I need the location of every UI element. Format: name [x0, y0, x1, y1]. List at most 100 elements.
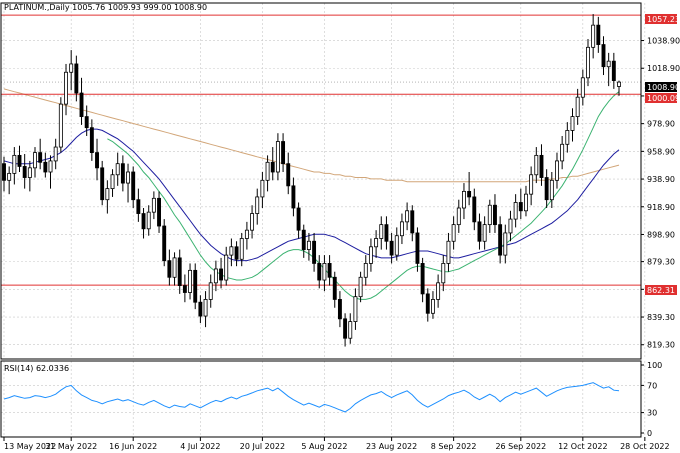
candle-body [384, 224, 389, 242]
candle [487, 199, 492, 233]
candle [565, 122, 570, 153]
candle-body [570, 116, 575, 131]
time-axis-label: 26 Sep 2022 [495, 442, 546, 451]
candle [462, 183, 466, 220]
candle-body [374, 238, 379, 248]
candle-body [203, 299, 208, 317]
candle [255, 188, 260, 225]
candle-body [312, 240, 317, 264]
candle [12, 147, 17, 185]
price-tags: 1057.23 1008.90 1000.09 862.31 [645, 14, 680, 295]
price-axis-label: 839.30 [647, 313, 675, 322]
candle [193, 263, 198, 310]
candle-body [38, 152, 43, 163]
time-axis-label: 12 Oct 2022 [558, 442, 607, 451]
price-tag-mid-bg [645, 93, 677, 103]
candle-body [539, 154, 544, 178]
candle-body [451, 224, 456, 242]
candle [296, 202, 301, 239]
candle-body [529, 174, 534, 195]
price-tag-mid: 1000.09 [647, 94, 680, 103]
candle-body [131, 171, 136, 201]
candle [518, 188, 523, 220]
candle-body [12, 154, 17, 174]
candle-body [467, 190, 472, 198]
candle [451, 216, 456, 250]
candle [146, 205, 151, 236]
candle-body [234, 246, 239, 260]
candle-body [560, 143, 565, 162]
candle-body [157, 197, 161, 227]
candle-body [322, 263, 327, 281]
candle-body [105, 188, 110, 201]
candle [472, 188, 477, 231]
candle [131, 166, 136, 209]
candle [275, 133, 280, 181]
candle-body [239, 238, 244, 260]
candle-body [182, 285, 187, 293]
candle [43, 152, 48, 178]
ma-slow-line [3, 88, 620, 183]
time-axis-label: 28 Oct 2022 [620, 442, 669, 451]
candle-body [368, 246, 373, 264]
candle [498, 216, 503, 264]
rsi-line [3, 382, 620, 413]
price-axis-label: 1018.90 [647, 64, 680, 73]
candle [157, 191, 161, 233]
candle [343, 313, 348, 347]
candle-body [513, 202, 518, 220]
candle [374, 230, 379, 258]
candle-body [415, 232, 420, 264]
candle-body [250, 213, 255, 231]
candle-body [601, 44, 606, 68]
candle-body [136, 199, 141, 214]
candle-body [43, 161, 48, 173]
candle [580, 69, 585, 106]
candle [229, 238, 234, 267]
candle-body [596, 24, 601, 45]
candle [110, 169, 115, 197]
candle [601, 36, 606, 76]
candle [286, 152, 291, 195]
rsi-axis-label: 70 [647, 381, 657, 390]
candle-body [100, 167, 105, 201]
candle [560, 135, 565, 170]
candle [53, 138, 58, 170]
candle-body [394, 235, 399, 256]
candle [17, 145, 22, 172]
candle [281, 133, 286, 172]
candle [95, 138, 99, 181]
candle [58, 97, 63, 153]
time-axis-label: 16 Jun 2022 [109, 442, 157, 451]
candle-body [343, 318, 348, 339]
candle-body [115, 163, 120, 176]
candle [348, 313, 353, 344]
candle-body [544, 177, 549, 201]
candle [606, 52, 611, 87]
candlestick-series [2, 14, 621, 347]
candle [141, 208, 146, 239]
candle [555, 152, 559, 189]
candle [430, 291, 435, 319]
candle-body [348, 321, 353, 339]
candle [48, 155, 53, 189]
candle [368, 238, 373, 272]
price-axis-label: 898.90 [647, 230, 675, 239]
candle [327, 255, 332, 286]
candle-body [425, 293, 430, 314]
candle-body [456, 207, 461, 226]
candle-body [337, 299, 342, 320]
candle-body [141, 213, 146, 230]
candle [596, 16, 601, 53]
candle-body [436, 282, 441, 300]
candle [7, 166, 12, 195]
price-axis-label: 978.90 [647, 120, 675, 129]
moving-average-lines [3, 88, 620, 300]
candle [22, 153, 27, 189]
price-panel-frame [0, 2, 642, 360]
candle-body [188, 269, 193, 293]
candle-body [162, 225, 167, 262]
candle-body [575, 96, 580, 117]
candle-body [446, 240, 451, 264]
